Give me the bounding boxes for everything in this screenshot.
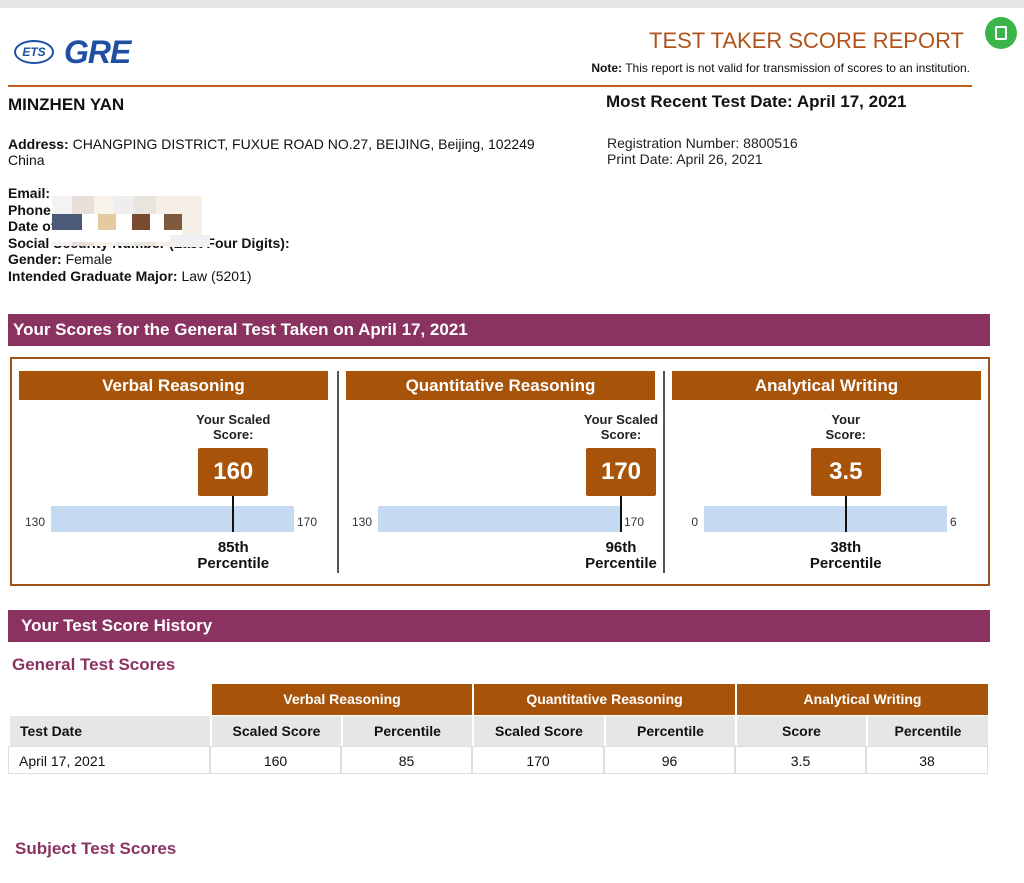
dob-label: Date of [8,218,56,234]
recent-test: Most Recent Test Date: April 17, 2021 [606,92,906,112]
column-header: Percentile [604,716,735,746]
percentile: 96th Percentile [585,540,657,572]
app-icon[interactable] [985,17,1017,49]
candidate-name: MINZHEN YAN [8,95,125,114]
score-label: Your Scaled Score: [196,412,271,442]
column-header: Percentile [866,716,988,746]
group-header: Verbal Reasoning [210,684,472,715]
table-cell: 160 [210,746,341,774]
table-cell: 96 [604,746,735,774]
email-label: Email: [8,185,51,201]
score-label: Your Scaled Score: [583,412,659,442]
score-scale [704,506,947,532]
phone-label: Phone [8,201,51,218]
column-header: Test Date [8,716,210,746]
country: China [8,152,45,168]
top-bar [0,0,1024,8]
header-rule [8,85,972,87]
column-header: Scaled Score [210,716,341,746]
table-cell: 38 [866,746,988,774]
print-date: Print Date: April 26, 2021 [607,151,763,167]
note-text: This report is not valid for transmissio… [625,61,970,75]
table-cell: 85 [341,746,472,774]
scale-max: 170 [297,515,318,529]
percentile: 38th Percentile [810,540,882,572]
score-marker [844,496,847,532]
registration: Registration Number: 8800516 [607,135,798,151]
redaction [170,235,210,247]
percentile-value: 85th [217,539,249,556]
score-marker [620,496,622,532]
gender: Female [65,251,113,267]
score-panel: Verbal Reasoning 130 170 Your Scaled Score:… [19,371,328,576]
percentile-label: Percentile [197,555,270,572]
note-label: Note: [591,61,623,75]
score-panel: Quantitative Reasoning 130 170 Your Scaled … [346,371,658,576]
percentile-value: 38th [830,539,862,556]
percentile-label: Percentile [585,555,657,572]
ets-logo: ETS [14,40,54,64]
subject-title: Subject Test Scores [15,839,177,858]
address: Address: CHANGPING DISTRICT, FUXUE ROAD … [8,136,535,168]
registration-block: Registration Number: 8800516 Print Date:… [607,135,798,167]
score-label: Your Score: [825,412,866,442]
redaction [52,214,182,230]
recent-label: Most Recent Test Date: [606,92,793,111]
group-header: Quantitative Reasoning [472,684,735,715]
section-header: Verbal Reasoning [19,371,328,400]
section-header: Quantitative Reasoning [346,371,655,400]
address-label: Address: [8,136,69,152]
score-marker [232,496,235,532]
table-cell: 170 [472,746,604,774]
scale-min: 130 [351,515,372,529]
column-header: Percentile [341,716,472,746]
app-icon-glyph [995,26,1007,40]
section-header: Analytical Writing [672,371,981,400]
score-value: 170 [586,448,656,496]
gender-label: Gender: [8,251,62,267]
group-header: Analytical Writing [735,684,988,715]
address-text: CHANGPING DISTRICT, FUXUE ROAD NO.27, BE… [72,136,535,152]
gre-logo: GRE [64,34,131,70]
score-scale [378,506,621,532]
divider [663,371,665,573]
divider [337,371,339,573]
scale-min: 0 [691,515,698,529]
scale-min: 130 [24,515,45,529]
report-title: TEST TAKER SCORE REPORT [649,28,964,53]
scale-max: 6 [950,515,957,529]
major-label: Intended Graduate Major: [8,267,178,284]
column-header: Score [735,716,866,746]
major: Law (5201) [181,267,252,284]
column-header: Scaled Score [472,716,604,746]
scores-banner: Your Scores for the General Test Taken o… [8,314,990,346]
scores-box [10,357,990,586]
score-value: 3.5 [810,448,881,496]
history-banner: Your Test Score History [8,610,990,642]
scale-max: 170 [624,515,645,529]
note: Note: This report is not valid for trans… [591,61,970,75]
recent-date: April 17, 2021 [796,92,907,111]
table-cell: 3.5 [735,746,866,774]
general-title: General Test Scores [12,655,176,674]
score-value: 160 [198,448,269,496]
redaction [52,230,182,242]
table-cell: April 17, 2021 [8,746,210,774]
score-scale [51,506,294,532]
percentile-value: 96th [605,539,637,556]
score-panel: Analytical Writing 0 6 Your Score: 3.5 38th Pe… [672,371,981,576]
percentile-label: Percentile [809,555,882,572]
percentile: 85th Percentile [197,540,269,572]
